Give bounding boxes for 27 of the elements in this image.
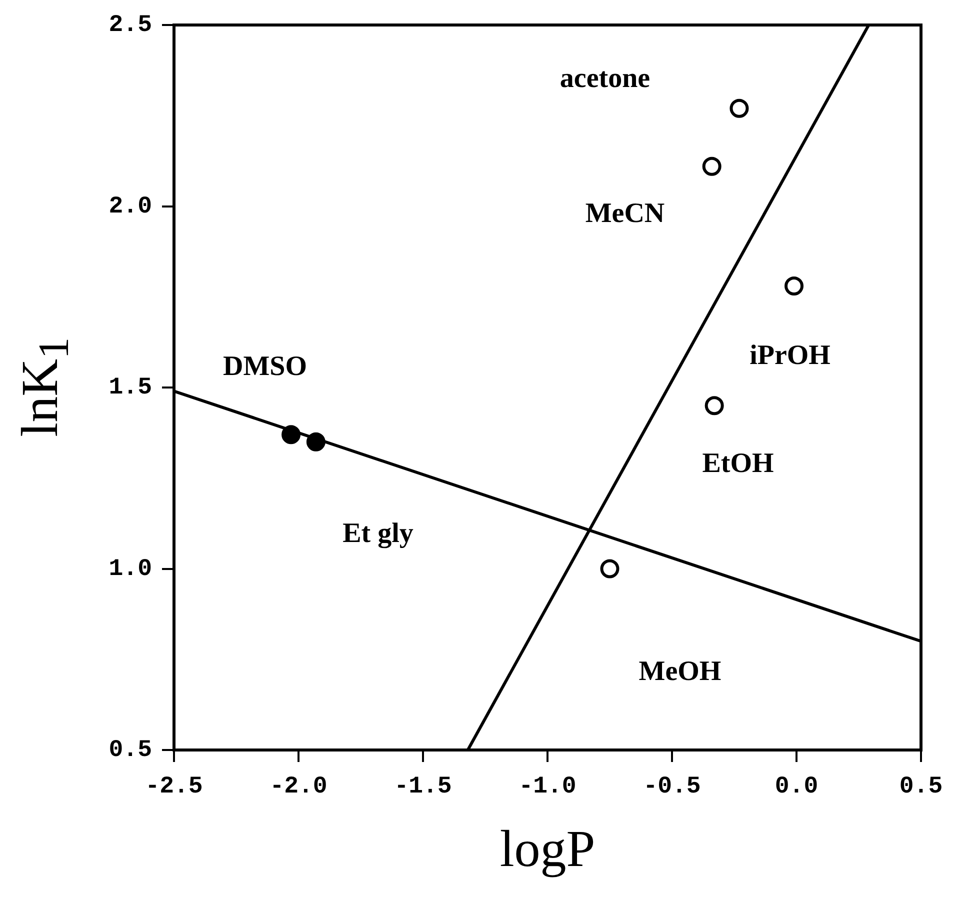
x-tick-label: 0.0 [774,773,818,800]
y-tick-label: 1.0 [108,556,152,583]
annotation: EtOH [702,448,774,480]
point [282,425,301,444]
point [784,276,804,296]
point [704,396,724,416]
point [306,432,326,452]
x-tick-label: -2.5 [145,773,203,800]
annotation: iPrOH [750,340,831,372]
x-tick-label: -0.5 [643,773,701,800]
x-tick-label: 0.5 [899,773,943,800]
x-tick-label: -1.5 [394,773,452,800]
y-tick-label: 0.5 [108,737,152,764]
y-tick-label: 1.5 [108,374,152,402]
annotation: acetone [560,63,650,94]
x-axis-title: logP [498,820,596,879]
annotation: Et gly [342,518,414,550]
annotation: DMSO [223,351,307,382]
annotation: MeCN [585,198,665,230]
point [730,98,749,118]
y-tick-label: 2.0 [108,193,152,220]
point [600,559,620,578]
annotation: MeOH [638,656,722,688]
x-tick-label: -2.0 [270,773,328,800]
x-tick-label: -1.0 [518,773,576,800]
y-tick-label: 2.5 [108,12,152,40]
point [702,156,722,176]
